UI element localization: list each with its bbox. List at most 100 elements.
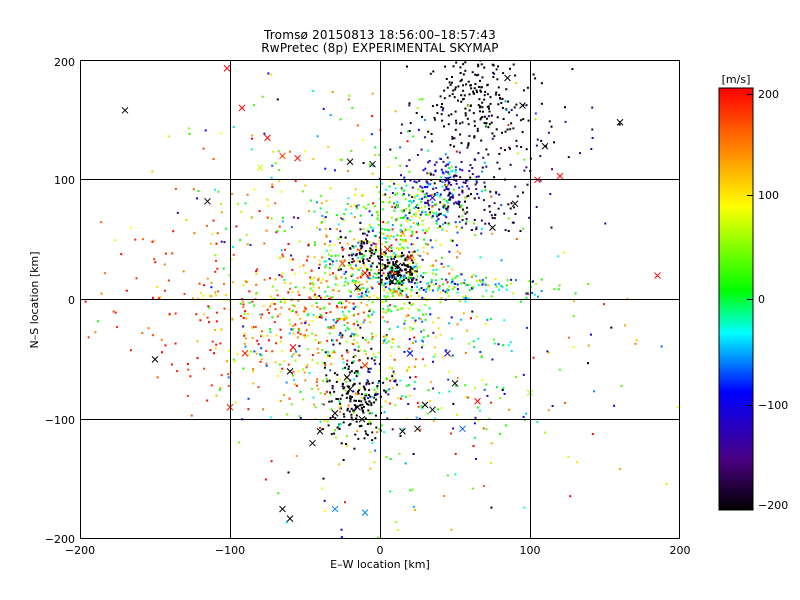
cross-marker	[286, 367, 294, 375]
scatter-point	[405, 295, 408, 298]
cross-marker	[346, 385, 354, 393]
scatter-point	[340, 217, 342, 219]
scatter-point	[248, 290, 251, 293]
scatter-point	[341, 354, 343, 357]
scatter-point	[366, 268, 369, 271]
scatter-point	[371, 412, 374, 415]
cross-marker	[204, 197, 211, 205]
scatter-point	[275, 289, 278, 292]
scatter-point	[306, 314, 309, 317]
scatter-point	[217, 190, 220, 193]
scatter-point	[502, 387, 505, 390]
scatter-point	[358, 249, 361, 252]
cross-marker	[316, 427, 324, 435]
scatter-point	[407, 272, 410, 275]
scatter-point	[459, 72, 462, 74]
scatter-point	[350, 266, 353, 269]
scatter-point	[367, 397, 369, 400]
scatter-point	[308, 323, 311, 326]
scatter-point	[336, 398, 339, 401]
scatter-point	[404, 258, 407, 261]
scatter-point	[475, 175, 478, 178]
scatter-point	[392, 235, 395, 238]
scatter-point	[403, 350, 406, 353]
scatter-point	[170, 363, 173, 366]
scatter-point	[456, 291, 459, 294]
scatter-point	[374, 394, 377, 396]
scatter-point	[338, 158, 341, 161]
scatter-point	[548, 120, 551, 123]
scatter-point	[332, 324, 335, 327]
scatter-point	[360, 393, 363, 396]
scatter-point	[493, 135, 496, 138]
scatter-point	[412, 256, 415, 259]
scatter-point	[282, 255, 285, 258]
scatter-point	[445, 278, 448, 281]
scatter-point	[401, 395, 404, 398]
scatter-point	[507, 124, 510, 126]
scatter-point	[391, 224, 394, 226]
scatter-point	[380, 283, 383, 286]
colorbar-tick-label: 200	[758, 88, 779, 101]
scatter-point	[476, 192, 479, 195]
scatter-point	[384, 252, 387, 255]
scatter-point	[593, 390, 596, 393]
scatter-point	[439, 243, 442, 246]
scatter-point	[484, 185, 486, 188]
scatter-point	[263, 278, 266, 281]
scatter-point	[353, 11, 355, 13]
scatter-point	[405, 240, 408, 242]
scatter-point	[339, 404, 342, 407]
scatter-point	[349, 264, 352, 267]
scatter-point	[420, 274, 423, 277]
scatter-point	[333, 326, 336, 329]
scatter-point	[311, 278, 313, 280]
scatter-point	[346, 283, 349, 286]
scatter-point	[472, 92, 475, 95]
scatter-point	[465, 297, 468, 300]
cross-marker	[309, 439, 316, 447]
scatter-point	[395, 278, 397, 281]
scatter-point	[329, 273, 332, 276]
scatter-point	[409, 265, 412, 268]
scatter-point	[470, 229, 473, 231]
scatter-point	[378, 239, 381, 242]
scatter-point	[289, 323, 291, 326]
scatter-point	[384, 228, 386, 231]
scatter-point	[442, 107, 445, 110]
colorbar-tick-label: 0	[758, 293, 765, 306]
scatter-point	[404, 319, 407, 322]
scatter-point	[369, 395, 372, 398]
scatter-point	[290, 310, 293, 313]
scatter-point	[345, 315, 348, 318]
scatter-point	[333, 351, 336, 354]
scatter-point	[389, 490, 392, 493]
scatter-point	[450, 316, 453, 319]
scatter-point	[363, 254, 366, 257]
colorbar-unit-label: [m/s]	[722, 73, 751, 86]
scatter-point	[100, 221, 103, 224]
scatter-point	[308, 243, 310, 246]
scatter-point	[375, 273, 378, 276]
scatter-point	[516, 195, 519, 198]
scatter-point	[572, 315, 575, 318]
scatter-point	[362, 262, 365, 264]
scatter-point	[557, 288, 560, 291]
scatter-point	[151, 240, 154, 243]
scatter-point	[509, 128, 512, 131]
scatter-point	[375, 398, 377, 401]
scatter-point	[298, 345, 301, 347]
scatter-point	[477, 86, 480, 88]
scatter-point	[550, 125, 553, 128]
scatter-point	[420, 190, 423, 193]
scatter-point	[384, 286, 387, 289]
scatter-point	[497, 86, 500, 89]
scatter-point	[483, 115, 486, 118]
scatter-point	[242, 303, 245, 306]
scatter-point	[495, 40, 497, 42]
scatter-point	[232, 358, 235, 361]
scatter-point	[207, 305, 210, 308]
scatter-point	[328, 302, 331, 305]
scatter-point	[334, 274, 337, 277]
scatter-point	[482, 156, 485, 159]
